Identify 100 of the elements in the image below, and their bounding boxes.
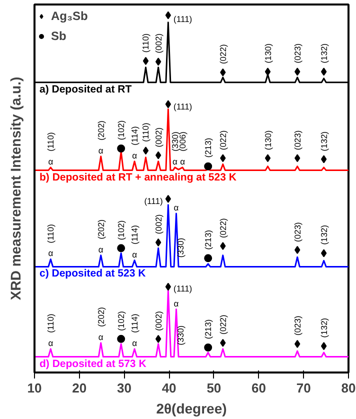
point [117, 334, 126, 343]
point [294, 246, 300, 254]
point [320, 155, 327, 164]
x-tick-label: 50 [206, 380, 222, 396]
annotation: (202) [96, 120, 106, 140]
annotation: (006) [178, 131, 188, 152]
series-label: b) Deposited at RT + annealing at 523 K [40, 171, 237, 184]
annotation: (130) [262, 43, 273, 64]
annotation: (110) [140, 122, 151, 142]
y-axis-title: XRD measurement Intensity (a.u.) [8, 76, 24, 300]
point [155, 334, 162, 343]
annotation: α [48, 338, 54, 348]
point [165, 100, 172, 108]
point [320, 249, 327, 258]
annotation: (111) [174, 101, 192, 112]
annotation: (330) [176, 238, 186, 258]
x-axis-title: 2θ(degree) [156, 400, 227, 416]
annotation: (102) [116, 310, 126, 331]
point [320, 342, 327, 350]
point [117, 244, 126, 252]
annotation: α [98, 145, 104, 156]
x-tick-label: 20 [72, 380, 87, 396]
annotation: α [174, 202, 179, 213]
annotation: (202) [96, 306, 106, 327]
point [204, 343, 212, 352]
series-label: d) Deposited at 573 K [40, 358, 147, 370]
annotation: (110) [46, 224, 56, 244]
annotation: α [132, 249, 138, 260]
annotation: α [132, 150, 138, 160]
point [264, 154, 271, 162]
annotation: (111) [144, 196, 163, 206]
annotation: α [132, 338, 138, 348]
annotation: (114) [130, 126, 140, 146]
x-tick-label: 40 [162, 380, 176, 396]
annotation: α [172, 156, 178, 166]
x-tick-label: 70 [296, 380, 311, 396]
annotation: α [180, 156, 186, 166]
annotation: (130) [262, 130, 273, 150]
annotation: α [98, 332, 104, 342]
annotation: (022) [218, 44, 228, 64]
annotation: (023) [292, 222, 302, 242]
annotation: (111) [174, 14, 192, 24]
annotation: (002) [153, 214, 164, 234]
annotation: (002) [153, 33, 164, 54]
annotation: (023) [292, 130, 302, 150]
point [220, 154, 226, 162]
x-tick-label: 10 [27, 380, 42, 396]
point [220, 68, 226, 76]
annotation: (023) [292, 43, 302, 64]
point [117, 144, 126, 152]
point [220, 242, 226, 250]
point [264, 68, 271, 76]
point [165, 11, 172, 20]
annotation: (022) [218, 130, 228, 150]
point [220, 338, 226, 347]
point [155, 58, 162, 66]
point [294, 340, 300, 348]
annotation: α [174, 298, 179, 308]
annotation: (022) [218, 314, 228, 334]
annotation: (330) [176, 325, 186, 346]
annotation: (110) [46, 132, 56, 152]
annotation: α [98, 244, 104, 254]
annotation: (330) [170, 131, 180, 152]
point [142, 56, 149, 65]
annotation: (022) [218, 218, 228, 238]
point [294, 154, 300, 162]
annotation: (213) [203, 319, 214, 340]
point [204, 162, 212, 170]
point [320, 68, 327, 76]
point [165, 282, 172, 291]
legend-label: Ag₃Sb [51, 9, 88, 23]
annotation: (114) [130, 224, 140, 244]
annotation: (002) [153, 310, 164, 331]
annotation: (202) [96, 219, 106, 240]
annotation: (002) [153, 127, 164, 148]
annotation: (132) [318, 224, 329, 245]
series-label: c) Deposited at 523 K [40, 268, 146, 280]
annotation: (132) [318, 131, 329, 152]
annotation: (111) [174, 284, 192, 294]
annotation: (132) [318, 43, 329, 64]
point [165, 194, 172, 203]
point [294, 68, 300, 76]
annotation: (102) [116, 120, 126, 140]
annotation: (110) [140, 33, 151, 53]
annotation: α [48, 156, 54, 166]
series-label: a) Deposited at RT [40, 83, 132, 96]
annotation: (213) [203, 138, 214, 158]
annotation: (132) [318, 318, 329, 338]
x-tick-label: 60 [252, 380, 266, 396]
annotation: (114) [130, 314, 140, 333]
legend-label: Sb [51, 29, 68, 43]
point [204, 254, 212, 262]
point [155, 238, 162, 246]
annotation: (023) [292, 316, 302, 336]
annotation: α [48, 248, 54, 258]
point [142, 146, 149, 155]
annotation: (213) [203, 230, 214, 250]
x-tick-label: 30 [116, 380, 132, 396]
annotation: (102) [116, 220, 126, 240]
x-tick-label: 80 [341, 380, 356, 396]
